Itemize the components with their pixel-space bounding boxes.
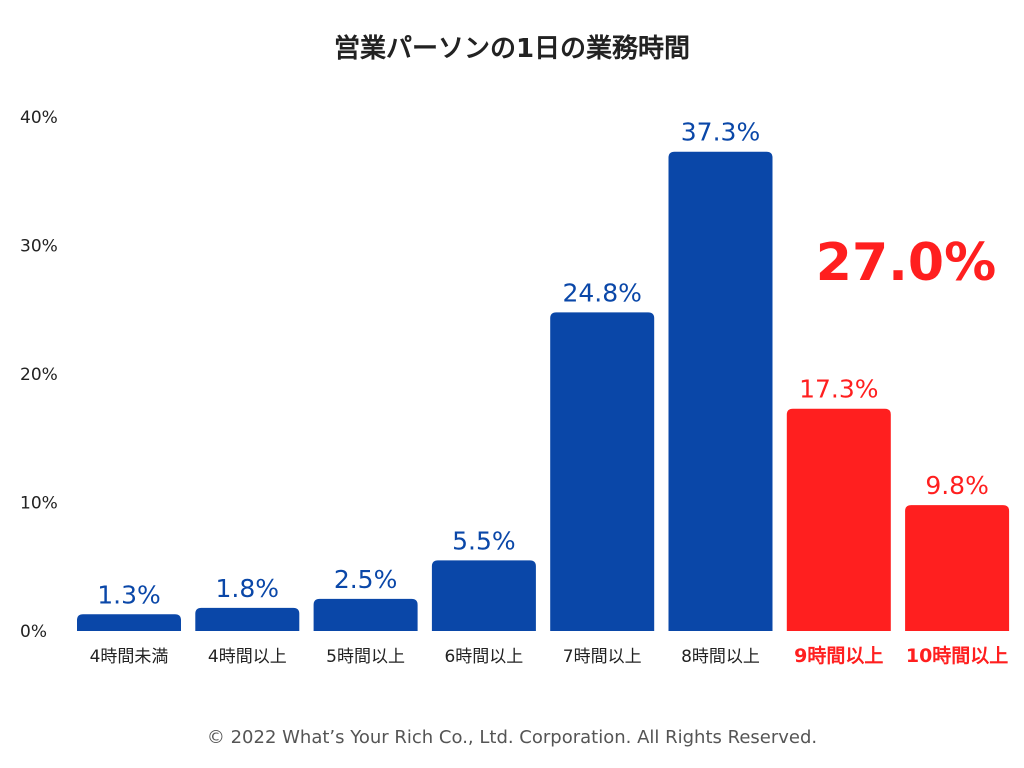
x-tick-label: 10時間以上 [906,645,1008,667]
x-tick-label: 9時間以上 [794,645,883,667]
bars [77,151,1010,631]
bar [786,408,891,631]
x-tick-label: 8時間以上 [681,647,760,667]
x-tick-label: 6時間以上 [444,647,523,667]
y-tick-label: 30% [20,237,58,257]
bar-value-label: 5.5% [452,526,516,555]
bar [431,560,536,631]
bar [195,607,300,631]
x-tick-label: 7時間以上 [563,647,642,667]
bar-value-label: 37.3% [681,118,760,147]
x-tick-label: 4時間未満 [90,647,169,667]
bar-value-label: 9.8% [925,471,989,500]
bar [668,151,773,631]
y-tick-label: 20% [20,365,58,385]
value-labels: 1.3% 1.8% 2.5% 5.5% 24.8% 37.3% 17.3% 9.8% [97,118,989,610]
bar [550,312,655,631]
bar-value-label: 1.3% [97,580,161,609]
bar [905,505,1010,631]
bar [313,598,418,631]
x-tick-label: 4時間以上 [208,647,287,667]
bar-value-label: 17.3% [799,375,878,404]
combined-annotation: 27.0% [816,233,996,293]
y-tick-label: 0% [20,622,47,642]
y-tick-label: 40% [20,108,58,128]
y-tick-label: 10% [20,494,58,514]
bar-value-label: 2.5% [334,565,398,594]
copyright-footer: © 2022 What’s Your Rich Co., Ltd. Corpor… [206,727,818,748]
x-tick-label: 5時間以上 [326,647,405,667]
bar-value-label: 1.8% [216,574,280,603]
x-axis: 4時間未満 4時間以上 5時間以上 6時間以上 7時間以上 8時間以上 9時間以上 10時間以… [90,645,1009,667]
chart-title: 営業パーソンの1日の業務時間 [333,34,691,64]
y-axis: 0% 10% 20% 30% 40% [20,108,58,642]
bar-value-label: 24.8% [562,278,641,307]
bar [77,614,181,631]
